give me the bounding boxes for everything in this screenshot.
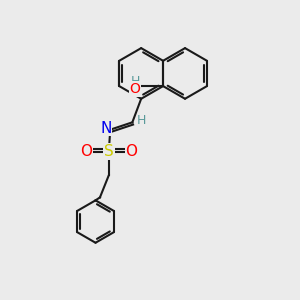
Text: H: H xyxy=(136,114,146,127)
Text: S: S xyxy=(104,144,114,159)
Text: H: H xyxy=(130,75,140,88)
Text: N: N xyxy=(100,121,112,136)
Text: O: O xyxy=(80,144,92,159)
Text: O: O xyxy=(125,144,137,159)
Text: O: O xyxy=(130,82,141,96)
